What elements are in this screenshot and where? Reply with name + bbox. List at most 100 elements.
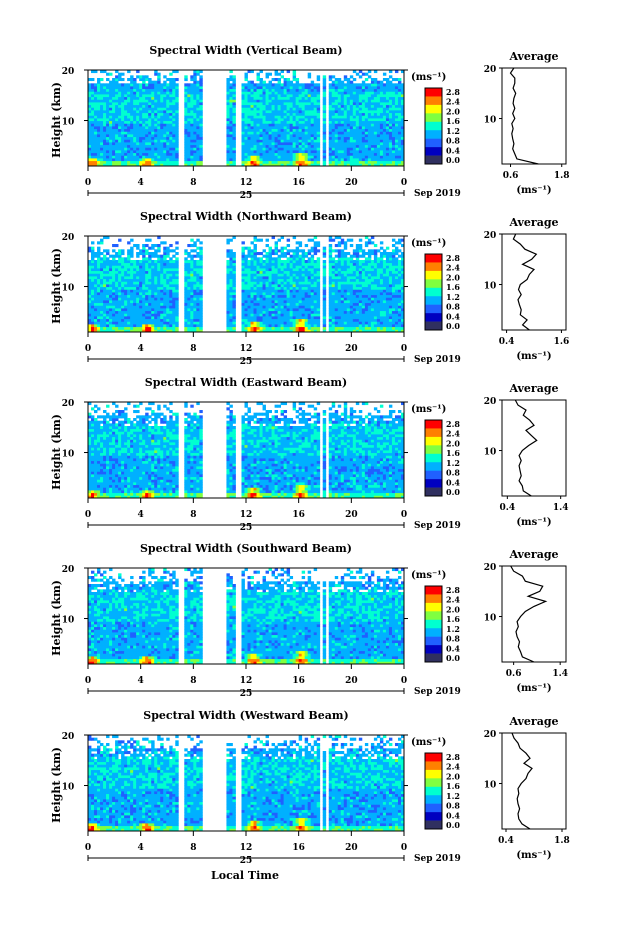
heatmap-cell bbox=[295, 270, 300, 274]
heatmap-cell bbox=[304, 99, 309, 103]
heatmap-cell bbox=[193, 70, 197, 74]
heatmap-cell bbox=[241, 112, 245, 116]
heatmap-cell bbox=[280, 139, 285, 143]
heatmap-cell bbox=[382, 150, 387, 154]
heatmap-cell bbox=[265, 142, 269, 146]
heatmap-cell bbox=[259, 102, 263, 106]
heatmap-cell bbox=[169, 131, 173, 135]
heatmap-cell bbox=[148, 292, 152, 296]
heatmap-cell bbox=[151, 110, 155, 114]
heatmap-cell bbox=[232, 88, 236, 92]
heatmap-cell bbox=[121, 107, 125, 111]
heatmap-cell bbox=[283, 139, 288, 143]
heatmap-cell bbox=[115, 78, 119, 82]
heatmap-cell bbox=[262, 292, 266, 296]
heatmap-cell bbox=[187, 86, 191, 90]
heatmap-cell bbox=[388, 75, 393, 79]
heatmap-cell bbox=[229, 308, 233, 312]
heatmap-cell bbox=[193, 139, 197, 143]
heatmap-cell bbox=[256, 268, 260, 272]
heatmap-cell bbox=[280, 104, 285, 108]
heatmap-cell bbox=[145, 163, 149, 167]
heatmap-cell bbox=[100, 324, 104, 328]
heatmap-cell bbox=[271, 134, 275, 138]
heatmap-cell bbox=[196, 128, 200, 132]
heatmap-cell bbox=[310, 128, 315, 132]
heatmap-cell bbox=[172, 155, 176, 159]
heatmap-cell bbox=[355, 96, 360, 100]
heatmap-cell bbox=[250, 300, 254, 304]
heatmap-cell bbox=[199, 252, 203, 256]
heatmap-cell bbox=[349, 142, 354, 146]
heatmap-cell bbox=[148, 326, 152, 330]
heatmap-cell bbox=[370, 80, 375, 84]
heatmap-cell bbox=[361, 123, 366, 127]
heatmap-cell bbox=[304, 281, 309, 285]
heatmap-cell bbox=[139, 297, 143, 301]
heatmap-cell bbox=[118, 305, 122, 309]
heatmap-cell bbox=[295, 249, 300, 253]
heatmap-cell bbox=[301, 152, 306, 156]
heatmap-cell bbox=[301, 254, 306, 258]
heatmap-cell bbox=[304, 265, 309, 269]
heatmap-cell bbox=[283, 99, 288, 103]
heatmap-cell bbox=[157, 321, 161, 325]
heatmap-cell bbox=[109, 324, 113, 328]
heatmap-cell bbox=[139, 123, 143, 127]
heatmap-cell bbox=[118, 160, 122, 164]
heatmap-cell bbox=[337, 155, 342, 159]
heatmap-cell bbox=[376, 152, 381, 156]
heatmap-cell bbox=[139, 155, 143, 159]
heatmap-cell bbox=[346, 144, 351, 148]
heatmap-cell bbox=[199, 313, 203, 317]
heatmap-cell bbox=[169, 78, 173, 82]
heatmap-cell bbox=[229, 120, 233, 124]
heatmap-cell bbox=[127, 324, 131, 328]
heatmap-cell bbox=[274, 260, 278, 264]
heatmap-cell bbox=[382, 96, 387, 100]
heatmap-cell bbox=[229, 297, 233, 301]
heatmap-cell bbox=[148, 147, 152, 151]
heatmap-cell bbox=[367, 88, 372, 92]
heatmap-cell bbox=[274, 308, 278, 312]
heatmap-cell bbox=[154, 329, 158, 333]
heatmap-cell bbox=[100, 91, 104, 95]
heatmap-cell bbox=[250, 310, 254, 314]
heatmap-cell bbox=[265, 265, 269, 269]
heatmap-cell bbox=[265, 123, 269, 127]
heatmap-cell bbox=[199, 91, 203, 95]
heatmap-cell bbox=[163, 158, 167, 162]
heatmap-cell bbox=[355, 107, 360, 111]
heatmap-cell bbox=[112, 104, 116, 108]
heatmap-cell bbox=[154, 158, 158, 162]
heatmap-cell bbox=[271, 104, 275, 108]
heatmap-cell bbox=[91, 265, 95, 269]
heatmap-cell bbox=[361, 136, 366, 140]
heatmap-cell bbox=[295, 155, 300, 159]
heatmap-cell bbox=[385, 142, 390, 146]
heatmap-cell bbox=[166, 286, 170, 290]
heatmap-cell bbox=[277, 313, 282, 317]
heatmap-cell bbox=[298, 139, 303, 143]
heatmap-cell bbox=[355, 123, 360, 127]
heatmap-cell bbox=[166, 310, 170, 314]
heatmap-cell bbox=[304, 128, 309, 132]
heatmap-cell bbox=[340, 160, 345, 164]
heatmap-cell bbox=[244, 128, 248, 132]
heatmap-cell bbox=[268, 104, 272, 108]
heatmap-cell bbox=[232, 96, 236, 100]
heatmap-cell bbox=[160, 260, 164, 264]
heatmap-cell bbox=[292, 292, 297, 296]
heatmap-cell bbox=[139, 308, 143, 312]
heatmap-cell bbox=[265, 321, 269, 325]
heatmap-cell bbox=[187, 284, 191, 288]
heatmap-cell bbox=[127, 262, 131, 266]
heatmap-cell bbox=[91, 99, 95, 103]
heatmap-cell bbox=[295, 292, 300, 296]
heatmap-cell bbox=[244, 316, 248, 320]
heatmap-cell bbox=[193, 318, 197, 322]
heatmap-cell bbox=[391, 120, 396, 124]
heatmap-cell bbox=[133, 78, 137, 82]
heatmap-cell bbox=[190, 144, 194, 148]
heatmap-cell bbox=[352, 120, 357, 124]
